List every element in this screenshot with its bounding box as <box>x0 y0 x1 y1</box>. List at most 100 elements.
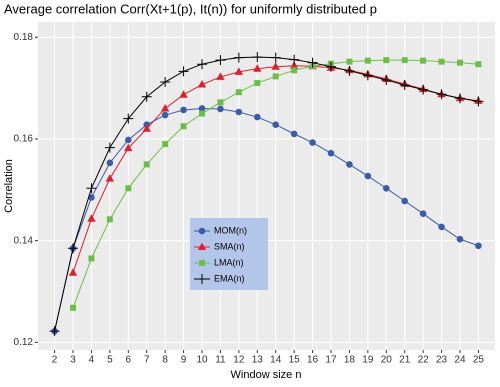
marker <box>420 57 427 64</box>
x-tick-label: 24 <box>454 355 466 366</box>
marker <box>235 89 242 96</box>
x-tick-label: 2 <box>52 355 58 366</box>
marker <box>271 62 280 70</box>
marker <box>87 214 96 222</box>
marker <box>123 113 134 124</box>
x-tick-label: 18 <box>344 355 356 366</box>
marker <box>272 121 280 129</box>
legend-marker <box>199 260 205 266</box>
plot-panel <box>38 22 495 350</box>
marker <box>346 58 353 65</box>
marker <box>473 96 484 107</box>
y-tick-label: 0.12 <box>14 337 34 348</box>
x-tick-label: 14 <box>270 355 282 366</box>
x-tick-label: 9 <box>181 355 187 366</box>
marker <box>233 52 244 63</box>
legend-marker <box>197 242 207 250</box>
marker <box>161 111 169 119</box>
x-tick-label: 19 <box>362 355 374 366</box>
marker <box>215 55 226 66</box>
marker <box>383 57 390 64</box>
legend-label: LMA(n) <box>214 257 244 267</box>
marker <box>124 143 133 152</box>
x-tick-label: 25 <box>473 355 485 366</box>
marker <box>364 172 372 180</box>
marker <box>125 185 132 192</box>
marker <box>217 105 224 113</box>
y-tick-label: 0.14 <box>14 235 34 246</box>
marker <box>475 242 482 250</box>
marker <box>235 108 243 116</box>
x-tick-label: 7 <box>144 355 150 366</box>
legend-label: SMA(n) <box>214 241 245 251</box>
x-tick-label: 4 <box>89 355 95 366</box>
marker <box>106 216 113 223</box>
marker <box>344 65 355 76</box>
marker <box>252 52 263 63</box>
marker <box>162 141 169 148</box>
x-tick-label: 5 <box>107 355 113 366</box>
marker <box>88 255 95 262</box>
y-tick-label: 0.18 <box>14 32 34 43</box>
x-tick-label: 12 <box>233 355 245 366</box>
marker <box>399 80 410 91</box>
marker <box>179 90 188 98</box>
marker <box>475 61 482 68</box>
marker <box>199 110 206 117</box>
x-tick-label: 16 <box>307 355 319 366</box>
marker <box>327 149 335 157</box>
x-tick-label: 15 <box>289 355 301 366</box>
x-tick-label: 8 <box>162 355 168 366</box>
y-tick-label: 0.16 <box>14 134 34 145</box>
marker <box>325 61 336 72</box>
marker <box>418 84 429 95</box>
marker <box>104 142 115 153</box>
x-tick-label: 22 <box>418 355 430 366</box>
chart-title: Average correlation Corr(Xt+1(p), It(n))… <box>4 1 377 16</box>
marker <box>197 80 207 88</box>
marker <box>198 105 206 112</box>
marker <box>68 268 78 276</box>
marker <box>456 235 464 243</box>
marker <box>289 54 300 65</box>
x-axis-label: Window size n <box>231 369 302 381</box>
marker <box>307 57 318 68</box>
marker <box>346 161 353 168</box>
marker <box>381 74 392 85</box>
marker <box>86 183 97 194</box>
marker <box>217 99 224 106</box>
marker <box>141 91 152 102</box>
x-tick-label: 13 <box>252 355 264 366</box>
marker <box>70 304 77 311</box>
marker <box>290 130 298 138</box>
marker <box>401 197 409 205</box>
marker <box>105 174 115 182</box>
x-tick-label: 21 <box>399 355 411 366</box>
marker <box>270 52 281 63</box>
marker <box>253 113 261 121</box>
x-tick-label: 3 <box>70 355 76 366</box>
marker <box>234 67 244 75</box>
marker <box>216 72 225 80</box>
x-tick-label: 17 <box>325 355 337 366</box>
legend-label: EMA(n) <box>214 273 245 283</box>
marker <box>180 106 187 114</box>
series-line <box>54 107 479 332</box>
marker <box>254 80 261 87</box>
marker <box>180 123 187 130</box>
marker <box>106 159 114 167</box>
marker <box>143 161 150 168</box>
x-tick-label: 23 <box>436 355 448 366</box>
marker <box>456 59 463 66</box>
marker <box>436 89 447 100</box>
marker <box>364 57 371 64</box>
x-tick-label: 6 <box>126 355 132 366</box>
marker <box>49 326 60 337</box>
x-tick-label: 10 <box>196 355 208 366</box>
series-line <box>54 56 479 332</box>
legend-marker <box>198 227 206 235</box>
marker <box>401 57 408 64</box>
marker <box>88 194 95 201</box>
x-tick-label: 11 <box>215 355 226 366</box>
